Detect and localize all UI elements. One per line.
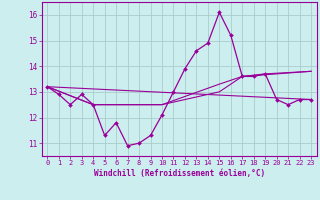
X-axis label: Windchill (Refroidissement éolien,°C): Windchill (Refroidissement éolien,°C) — [94, 169, 265, 178]
